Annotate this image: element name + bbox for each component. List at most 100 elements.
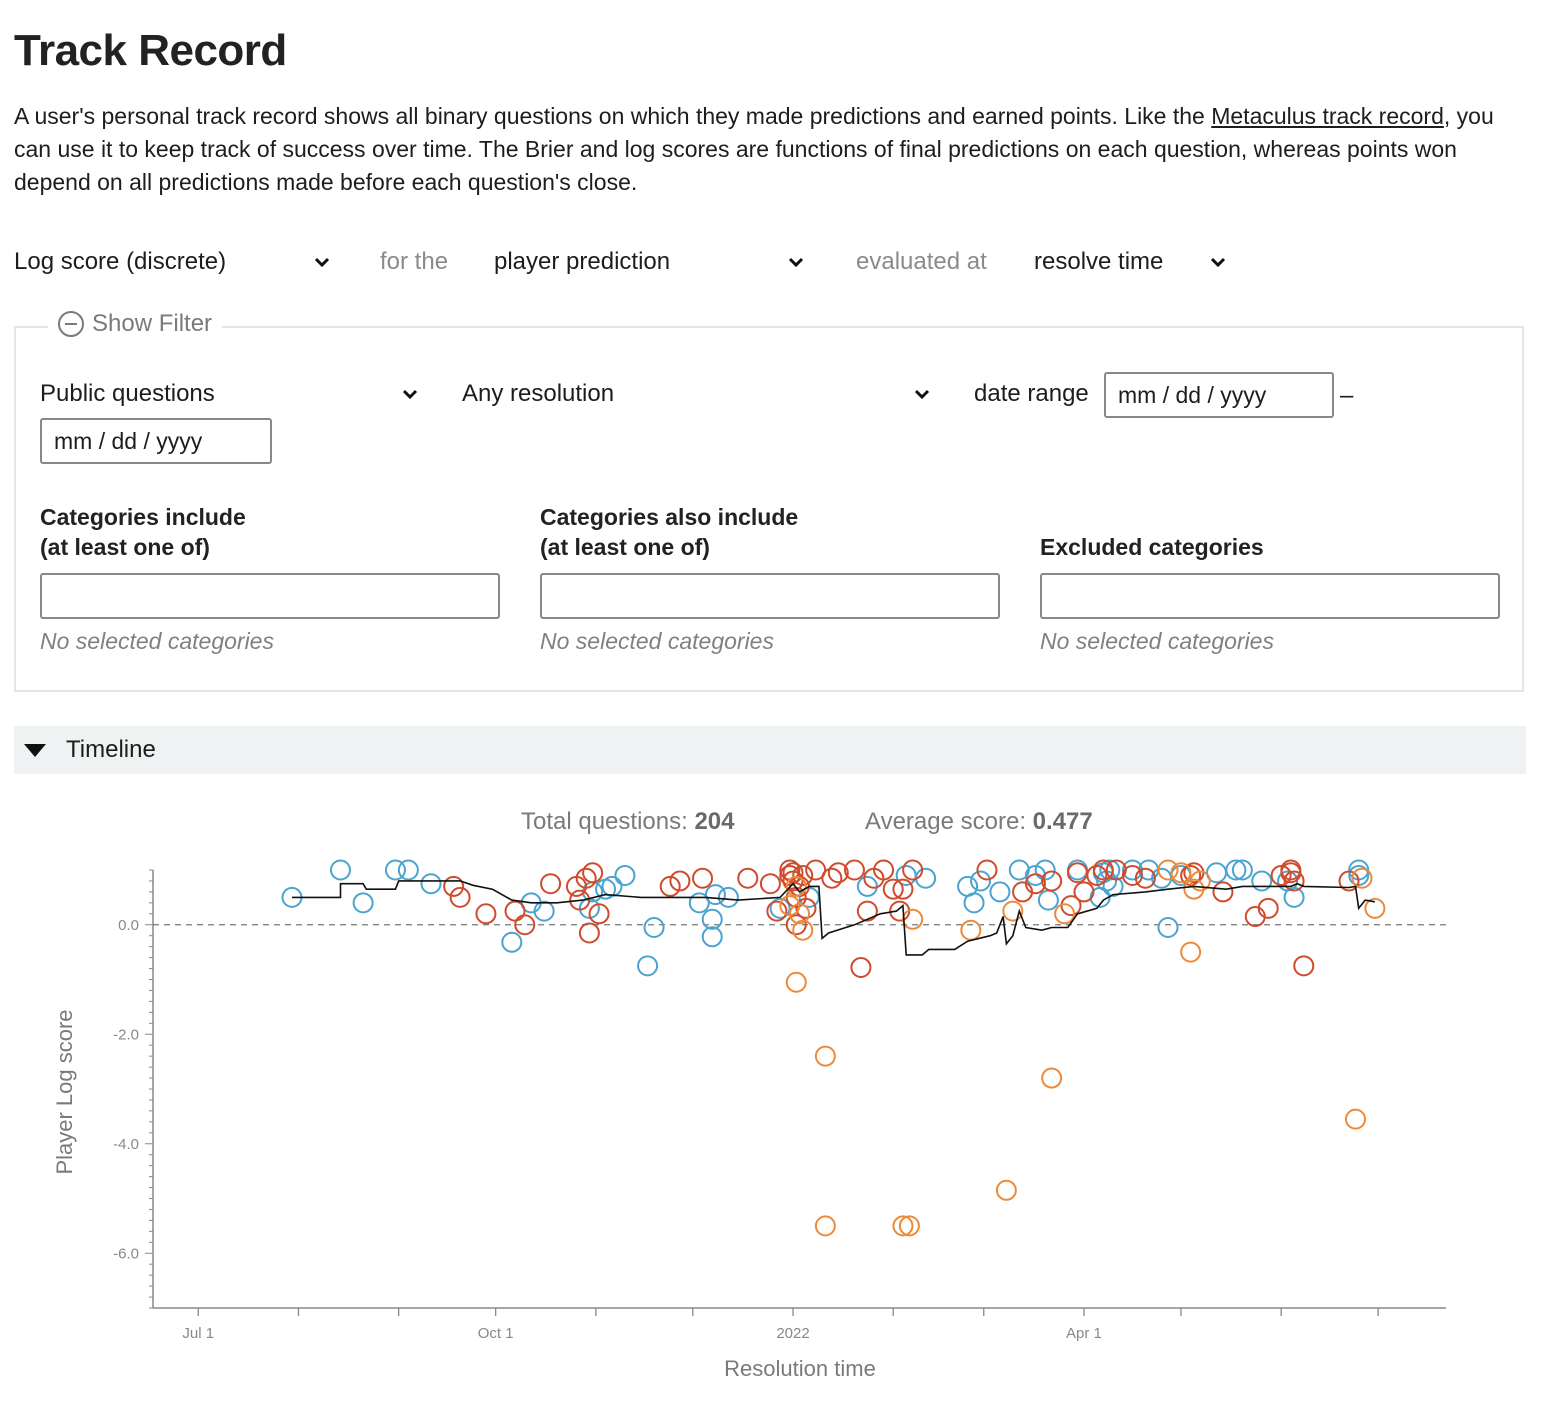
red-score-point <box>827 862 849 884</box>
red-score-point <box>792 864 814 886</box>
y-tick-label: -6.0 <box>113 1245 139 1262</box>
red-score-point <box>805 859 827 881</box>
red-score-point <box>873 859 895 881</box>
red-score-point <box>1121 864 1143 886</box>
filter-panel <box>14 326 1524 692</box>
blue-score-point <box>533 900 555 922</box>
metaculus-track-record-link[interactable]: Metaculus track record <box>1211 103 1444 129</box>
caret-down-icon <box>24 743 46 757</box>
average-score-label: Average score: <box>865 808 1026 835</box>
red-score-point <box>569 889 591 911</box>
resolution-select[interactable]: Any resolution <box>462 380 934 408</box>
orange-score-point <box>1189 870 1211 892</box>
excluded-categories-input[interactable] <box>1040 573 1500 619</box>
date-range-dash: – <box>1340 382 1354 409</box>
categories-also-include-label: Categories also include (at least one of… <box>540 502 798 562</box>
categories-include-input[interactable] <box>40 573 500 619</box>
red-score-point <box>1257 897 1279 919</box>
total-questions-stat: Total questions: 204 <box>521 808 735 836</box>
red-score-point <box>575 867 597 889</box>
red-score-point <box>1280 859 1302 881</box>
red-score-point <box>759 873 781 895</box>
red-score-point <box>582 862 604 884</box>
orange-score-point <box>1157 859 1179 881</box>
chevron-down-icon <box>914 389 930 400</box>
red-score-point <box>1134 867 1156 889</box>
red-score-point <box>976 859 998 881</box>
categories-also-label-line2: (at least one of) <box>540 534 710 560</box>
for-the-label: for the <box>380 248 449 275</box>
chevron-down-icon <box>1210 257 1226 268</box>
red-score-point <box>540 873 562 895</box>
red-score-point <box>843 859 865 881</box>
blue-score-point <box>1034 859 1056 881</box>
orange-score-point <box>1180 941 1202 963</box>
blue-score-point <box>637 955 659 977</box>
red-score-point <box>782 862 804 884</box>
blue-score-point <box>704 884 726 906</box>
date-end-input[interactable]: mm / dd / yyyy <box>40 418 272 464</box>
red-score-point <box>578 922 600 944</box>
categories-include-label-line1: Categories include <box>40 504 246 530</box>
blue-score-point <box>688 892 710 914</box>
blue-score-point <box>1037 889 1059 911</box>
score-type-select[interactable]: Log score (discrete) <box>14 248 334 276</box>
red-score-point <box>1212 881 1234 903</box>
question-scope-select[interactable]: Public questions <box>40 380 422 408</box>
blue-score-point <box>989 881 1011 903</box>
prediction-type-select[interactable]: player prediction <box>494 248 808 276</box>
red-score-point <box>737 867 759 889</box>
blue-score-point <box>1157 916 1179 938</box>
blue-score-point <box>501 931 523 953</box>
orange-score-point <box>995 1179 1017 1201</box>
y-tick-label: -2.0 <box>113 1026 139 1043</box>
blue-score-point <box>397 859 419 881</box>
timeline-toggle[interactable]: Timeline <box>14 726 1526 774</box>
y-tick-label: -4.0 <box>113 1136 139 1153</box>
resolution-value: Any resolution <box>462 380 615 407</box>
x-axis-label: Resolution time <box>724 1356 876 1381</box>
blue-score-point <box>1225 859 1247 881</box>
excluded-categories-label: Excluded categories <box>1040 534 1264 560</box>
blue-score-point <box>1231 859 1253 881</box>
blue-score-point <box>1283 886 1305 908</box>
blue-score-point <box>643 916 665 938</box>
red-score-point <box>514 914 536 936</box>
orange-score-point <box>1351 867 1373 889</box>
categories-include-label: Categories include (at least one of) <box>40 502 246 562</box>
orange-score-point <box>960 919 982 941</box>
categories-also-label-line1: Categories also include <box>540 504 799 530</box>
intro-text: A user's personal track record shows all… <box>14 100 1514 199</box>
eval-time-select[interactable]: resolve time <box>1034 248 1230 276</box>
y-tick-label: 0.0 <box>118 917 139 934</box>
red-score-point <box>475 903 497 925</box>
date-start-input[interactable]: mm / dd / yyyy <box>1104 372 1334 418</box>
red-score-point <box>856 900 878 922</box>
blue-score-point <box>614 864 636 886</box>
prediction-type-value: player prediction <box>494 248 671 275</box>
categories-also-include-input[interactable] <box>540 573 1000 619</box>
red-score-point <box>443 875 465 897</box>
orange-score-point <box>814 1215 836 1237</box>
also-include-no-categories-note: No selected categories <box>540 628 774 654</box>
red-score-point <box>504 900 526 922</box>
eval-time-value: resolve time <box>1034 248 1164 275</box>
red-score-point <box>785 914 807 936</box>
track-record-chart: 0.0 -2.0 -4.0 -6.0 Jul 1 Oct 1 2022 Apr 1 Playe… <box>52 859 1446 1381</box>
orange-score-point <box>789 903 810 925</box>
blue-score-point <box>1099 859 1121 881</box>
page-title: Track Record <box>14 26 287 75</box>
red-score-point <box>1338 870 1360 892</box>
score-type-value: Log score (discrete) <box>14 248 227 275</box>
chevron-down-icon <box>788 257 804 268</box>
blue-score-point <box>384 859 406 881</box>
red-score-point <box>1041 870 1063 892</box>
y-axis-label: Player Log score <box>52 1009 77 1174</box>
red-score-point <box>669 870 691 892</box>
x-tick-label: Apr 1 <box>1066 1325 1102 1342</box>
date-start-placeholder: mm / dd / yyyy <box>1118 381 1267 408</box>
intro-before: A user's personal track record shows all… <box>14 103 1212 129</box>
show-filter-toggle[interactable]: Show Filter <box>48 310 223 338</box>
x-tick-label: Jul 1 <box>182 1325 214 1342</box>
evaluated-at-label: evaluated at <box>856 248 987 275</box>
